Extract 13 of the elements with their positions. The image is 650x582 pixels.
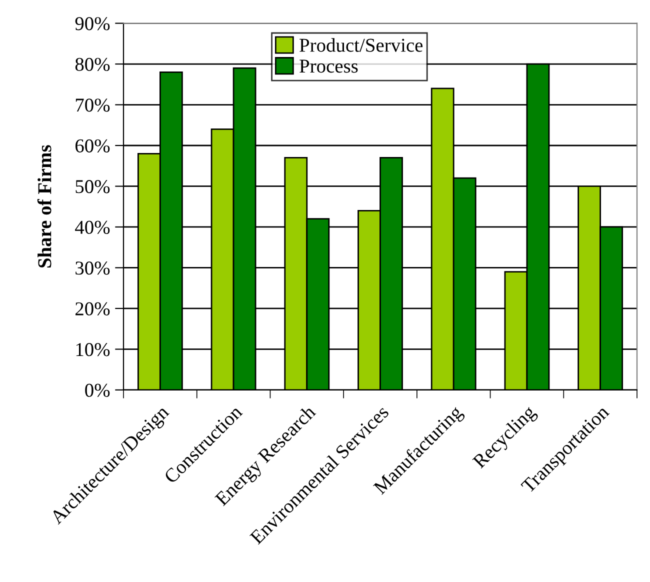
y-axis-title: Share of Firms [37,145,52,268]
y-tick-label: 60% [76,139,110,152]
y-tick-label: 80% [75,58,110,72]
y-tick-label: 0% [85,384,110,397]
legend-label: Process [300,60,358,73]
legend-label: Product/Service [300,38,423,52]
y-tick-label: 50% [76,180,110,194]
y-tick-label: 30% [76,262,110,275]
y-tick-label: 70% [76,98,110,112]
y-tick-label: 10% [76,343,110,356]
y-tick-label: 90% [75,17,110,30]
y-tick-label: 40% [75,220,110,234]
y-tick-label: 20% [76,302,110,316]
